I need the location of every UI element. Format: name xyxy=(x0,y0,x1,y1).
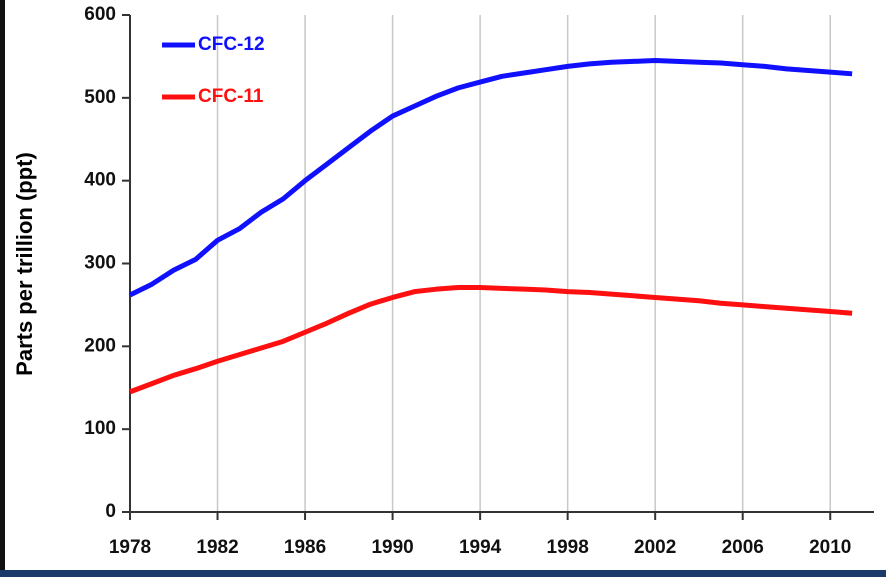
y-tick-label: 500 xyxy=(84,87,116,108)
frame-edge xyxy=(0,0,5,577)
series-line xyxy=(129,285,853,395)
frame-bottom xyxy=(0,570,886,577)
x-tick-label: 2006 xyxy=(722,537,764,558)
x-tick-label: 2010 xyxy=(809,537,851,558)
x-tick-label: 1998 xyxy=(547,537,589,558)
y-tick-label: 600 xyxy=(84,4,116,25)
y-tick-label: 200 xyxy=(84,335,116,356)
x-tick-label: 1982 xyxy=(196,537,238,558)
y-axis-label: Parts per trillion (ppt) xyxy=(12,152,37,376)
legend-label: CFC-11 xyxy=(198,86,264,107)
y-tick-label: 300 xyxy=(84,253,116,274)
y-tick-label: 400 xyxy=(84,170,116,191)
series-line xyxy=(128,58,853,298)
y-tick-label: 0 xyxy=(105,501,116,522)
x-tick-label: 1994 xyxy=(459,537,502,558)
y-tick-label: 100 xyxy=(84,418,116,439)
x-tick-label: 1990 xyxy=(371,537,413,558)
x-tick-label: 1978 xyxy=(109,537,151,558)
legend-label: CFC-12 xyxy=(198,34,265,55)
x-tick-label: 2002 xyxy=(634,537,676,558)
x-tick-label: 1986 xyxy=(284,537,326,558)
